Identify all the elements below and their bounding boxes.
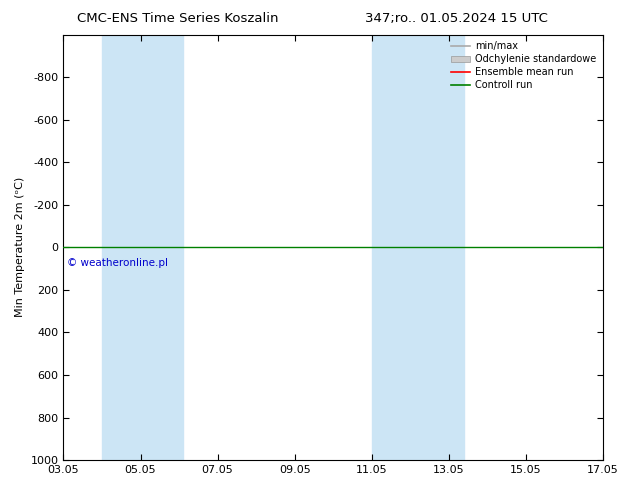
Text: © weatheronline.pl: © weatheronline.pl [67, 258, 168, 268]
Bar [412, 35, 464, 460]
Text: CMC-ENS Time Series Koszalin: CMC-ENS Time Series Koszalin [77, 12, 278, 25]
Y-axis label: Min Temperature 2m (ᵒC): Min Temperature 2m (ᵒC) [15, 177, 25, 318]
Bar [102, 35, 143, 460]
Text: 347;ro.. 01.05.2024 15 UTC: 347;ro.. 01.05.2024 15 UTC [365, 12, 548, 25]
Legend: min/max, Odchylenie standardowe, Ensemble mean run, Controll run: min/max, Odchylenie standardowe, Ensembl… [447, 38, 600, 94]
Bar [372, 35, 412, 460]
Bar [143, 35, 183, 460]
